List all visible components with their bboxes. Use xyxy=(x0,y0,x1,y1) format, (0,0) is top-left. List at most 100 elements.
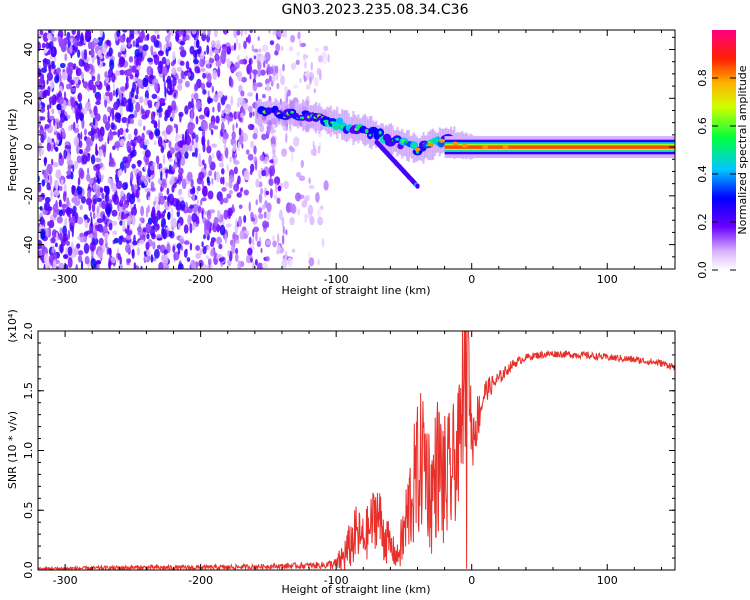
heatmap-cell xyxy=(92,212,96,220)
heatmap-cell xyxy=(67,62,74,68)
heatmap-cell xyxy=(202,246,207,255)
heatmap-cell xyxy=(99,187,104,194)
heatmap-cell xyxy=(323,45,329,51)
heatmap-cell xyxy=(295,192,301,202)
heatmap-cell xyxy=(185,60,190,70)
heatmap-cell xyxy=(217,90,224,99)
y-tick-label: -20 xyxy=(22,187,35,205)
heatmap-cell xyxy=(236,30,241,36)
heatmap-cell xyxy=(172,50,176,61)
heatmap-cell xyxy=(205,228,209,237)
heatmap-cell xyxy=(159,98,165,104)
heatmap-cell xyxy=(163,249,168,255)
heatmap-cell xyxy=(223,209,229,220)
heatmap-cell xyxy=(88,79,94,91)
heatmap-cell xyxy=(287,89,291,97)
heatmap-cell xyxy=(202,72,206,79)
heatmap-marks xyxy=(38,30,675,269)
heatmap-cell xyxy=(138,96,144,104)
heatmap-cell xyxy=(288,46,294,52)
heatmap-cell xyxy=(161,65,168,77)
heatmap-cell xyxy=(89,108,92,115)
heatmap-cell xyxy=(76,155,82,164)
heatmap-cell xyxy=(56,132,61,141)
heatmap-cell xyxy=(171,67,177,76)
heatmap-cell xyxy=(282,63,285,72)
heatmap-cell xyxy=(195,252,201,259)
heatmap-cell xyxy=(52,259,57,269)
heatmap-cell xyxy=(61,203,67,209)
heatmap-cell xyxy=(174,176,178,182)
heatmap-cell xyxy=(175,33,180,41)
heatmap-cell xyxy=(140,265,143,269)
heatmap-cell xyxy=(114,70,121,77)
heatmap-cell xyxy=(219,54,225,62)
heatmap-cell xyxy=(262,93,266,99)
heatmap-cell xyxy=(119,90,122,100)
heatmap-cell xyxy=(51,158,54,166)
heatmap-cell xyxy=(274,176,281,186)
heatmap-cell xyxy=(260,69,266,76)
heatmap-cell xyxy=(122,219,126,231)
heatmap-cell xyxy=(184,130,188,141)
heatmap-cell xyxy=(125,68,132,77)
heatmap-cell xyxy=(40,231,46,240)
heatmap-cell xyxy=(300,159,304,168)
heatmap-cell xyxy=(135,43,140,48)
heatmap-cell xyxy=(201,82,206,91)
heatmap-cell xyxy=(414,147,421,152)
heatmap-cell xyxy=(267,66,274,75)
heatmap-cell xyxy=(176,210,180,218)
heatmap-cell xyxy=(95,149,99,156)
heatmap-cell xyxy=(119,86,127,92)
heatmap-cell xyxy=(180,70,185,80)
heatmap-cell xyxy=(223,197,229,204)
heatmap-cell xyxy=(231,131,236,140)
heatmap-cell xyxy=(211,85,214,93)
heatmap-cell xyxy=(438,138,445,143)
heatmap-cell xyxy=(172,163,178,169)
heatmap-cell xyxy=(252,237,255,246)
heatmap-cell xyxy=(195,245,201,251)
heatmap-cell xyxy=(121,116,128,124)
heatmap-cell xyxy=(95,157,101,163)
heatmap-cell xyxy=(189,45,195,55)
heatmap-cell xyxy=(177,245,181,255)
heatmap-cell xyxy=(273,194,278,200)
heatmap-cell xyxy=(170,217,177,228)
heatmap-cell xyxy=(137,119,143,127)
heatmap-cell xyxy=(205,255,209,260)
heatmap-cell xyxy=(150,34,157,43)
heatmap-cell xyxy=(38,129,44,134)
heatmap-cell xyxy=(106,39,110,46)
heatmap-cell xyxy=(93,38,100,44)
heatmap-cell xyxy=(206,80,212,88)
heatmap-cell xyxy=(194,66,200,74)
heatmap-cell xyxy=(265,256,270,262)
heatmap-cell xyxy=(44,124,50,129)
heatmap-cell xyxy=(115,180,123,190)
heatmap-cell xyxy=(157,34,160,39)
heatmap-cell xyxy=(44,196,51,204)
heatmap-cell xyxy=(96,263,100,269)
heatmap-cell xyxy=(307,252,311,259)
heatmap-cell xyxy=(272,30,278,36)
heatmap-cell xyxy=(233,166,238,175)
heatmap-cell xyxy=(246,63,253,75)
heatmap-cell xyxy=(155,155,160,164)
heatmap-cell xyxy=(77,49,81,58)
heatmap-cell xyxy=(63,183,67,193)
heatmap-cell xyxy=(219,196,224,205)
heatmap-cell xyxy=(233,42,237,51)
heatmap-cell xyxy=(210,40,216,48)
heatmap-cell xyxy=(168,157,173,162)
colorbar-tick-label: 0.6 xyxy=(696,117,709,135)
heatmap-cell xyxy=(90,258,97,269)
heatmap-cell xyxy=(461,143,468,148)
colorbar-tick-label: 0.8 xyxy=(696,69,709,87)
heatmap-cell xyxy=(233,183,240,192)
heatmap-cell xyxy=(133,109,138,118)
heatmap-cell xyxy=(144,163,147,171)
heatmap-cell xyxy=(113,194,119,206)
heatmap-cell xyxy=(180,245,184,251)
